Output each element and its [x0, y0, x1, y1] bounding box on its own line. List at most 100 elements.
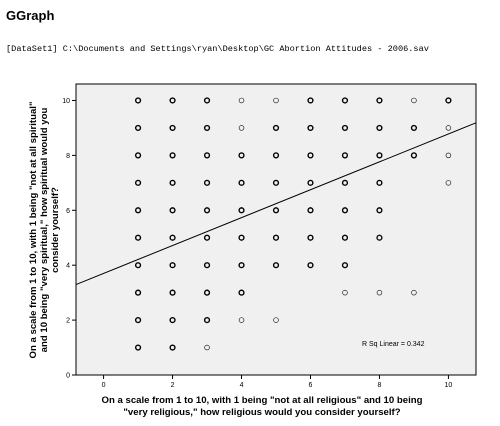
output-heading: GGraph [6, 8, 55, 23]
data-point [307, 207, 314, 214]
data-point [342, 289, 348, 296]
x-tick-label: 4 [240, 382, 244, 389]
data-point [307, 152, 314, 159]
data-point [169, 289, 176, 296]
x-axis-title-line-2: "very religious," how religious would yo… [123, 407, 400, 418]
data-point [272, 207, 280, 214]
data-point [203, 124, 211, 132]
data-point [272, 234, 280, 241]
data-points [134, 97, 452, 351]
x-axis-title: On a scale from 1 to 10, with 1 being "n… [102, 395, 423, 418]
data-point [376, 207, 383, 214]
data-point [169, 179, 176, 186]
data-point [376, 124, 383, 132]
y-tick-label: 0 [66, 373, 70, 380]
data-point [341, 124, 349, 132]
fit-line [75, 122, 477, 286]
y-tick-label: 6 [66, 208, 70, 215]
x-axis-title-line-1: On a scale from 1 to 10, with 1 being "n… [102, 395, 423, 406]
data-point [169, 97, 176, 104]
data-point [203, 289, 211, 296]
x-tick-label: 6 [309, 382, 313, 389]
data-point [238, 317, 245, 323]
data-point [341, 179, 349, 186]
data-point [134, 262, 142, 269]
x-tick-label: 8 [377, 382, 381, 389]
data-point [238, 234, 245, 241]
r-squared-label: R Sq Linear = 0.342 [362, 341, 425, 348]
data-point [445, 180, 452, 186]
data-point [134, 97, 142, 104]
y-tick-label: 8 [66, 153, 70, 160]
data-point [341, 234, 349, 241]
x-tick-label: 0 [102, 382, 106, 389]
data-point [134, 316, 142, 324]
data-point [307, 234, 314, 241]
data-point [134, 344, 142, 351]
data-point [203, 262, 211, 269]
data-point [307, 97, 314, 104]
x-axis: 0 2 4 6 8 10 [102, 375, 452, 389]
dataset-path: [DataSet1] C:\Documents and Settings\rya… [6, 44, 429, 54]
data-point [376, 97, 383, 104]
data-point [272, 152, 280, 159]
data-point [341, 97, 349, 104]
data-point [203, 234, 211, 241]
plot-area [75, 83, 477, 376]
y-axis-title-line-1: On a scale from 1 to 10, with 1 being "n… [28, 102, 39, 359]
y-tick-label: 2 [66, 318, 70, 325]
y-axis-title: On a scale from 1 to 10, with 1 being "n… [28, 102, 61, 359]
data-point [341, 262, 349, 269]
data-point [203, 97, 211, 104]
data-point [376, 179, 383, 186]
data-point [376, 152, 383, 159]
data-point [238, 289, 245, 296]
data-point [445, 152, 452, 159]
data-point [169, 124, 176, 132]
y-axis-title-line-3: consider yourself? [50, 187, 61, 273]
data-point [238, 152, 245, 159]
data-point [169, 344, 176, 351]
data-point [134, 289, 142, 296]
data-point [169, 262, 176, 269]
data-point [272, 179, 280, 186]
data-point [307, 179, 314, 186]
data-point [203, 207, 211, 214]
data-point [376, 289, 383, 296]
data-point [134, 152, 142, 159]
y-tick-label: 10 [62, 98, 70, 105]
data-point [134, 124, 142, 132]
data-point [134, 207, 142, 214]
data-point [169, 152, 176, 159]
data-point [238, 97, 245, 104]
data-point [169, 207, 176, 214]
data-point [411, 97, 417, 104]
data-point [307, 124, 314, 132]
data-point [203, 152, 211, 159]
data-point [238, 207, 245, 214]
data-point [203, 179, 211, 186]
y-axis-title-line-2: and 10 being "very spiritual," how spiri… [39, 108, 50, 353]
data-point [134, 179, 142, 186]
data-point [273, 317, 279, 323]
data-point [273, 97, 279, 104]
data-point [238, 179, 245, 186]
x-tick-label: 2 [171, 382, 175, 389]
data-point [410, 124, 418, 132]
y-axis: 0 2 4 6 8 10 [62, 98, 76, 380]
data-point [238, 262, 245, 269]
data-point [341, 207, 349, 214]
data-point [411, 289, 417, 296]
data-point [410, 152, 418, 159]
data-point [204, 344, 210, 351]
data-point [307, 262, 314, 269]
data-point [272, 124, 280, 132]
data-point [169, 316, 176, 324]
data-point [272, 262, 280, 269]
data-point [445, 125, 452, 131]
data-point [238, 125, 245, 131]
data-point [341, 152, 349, 159]
data-point [376, 234, 383, 241]
data-point [445, 97, 452, 104]
